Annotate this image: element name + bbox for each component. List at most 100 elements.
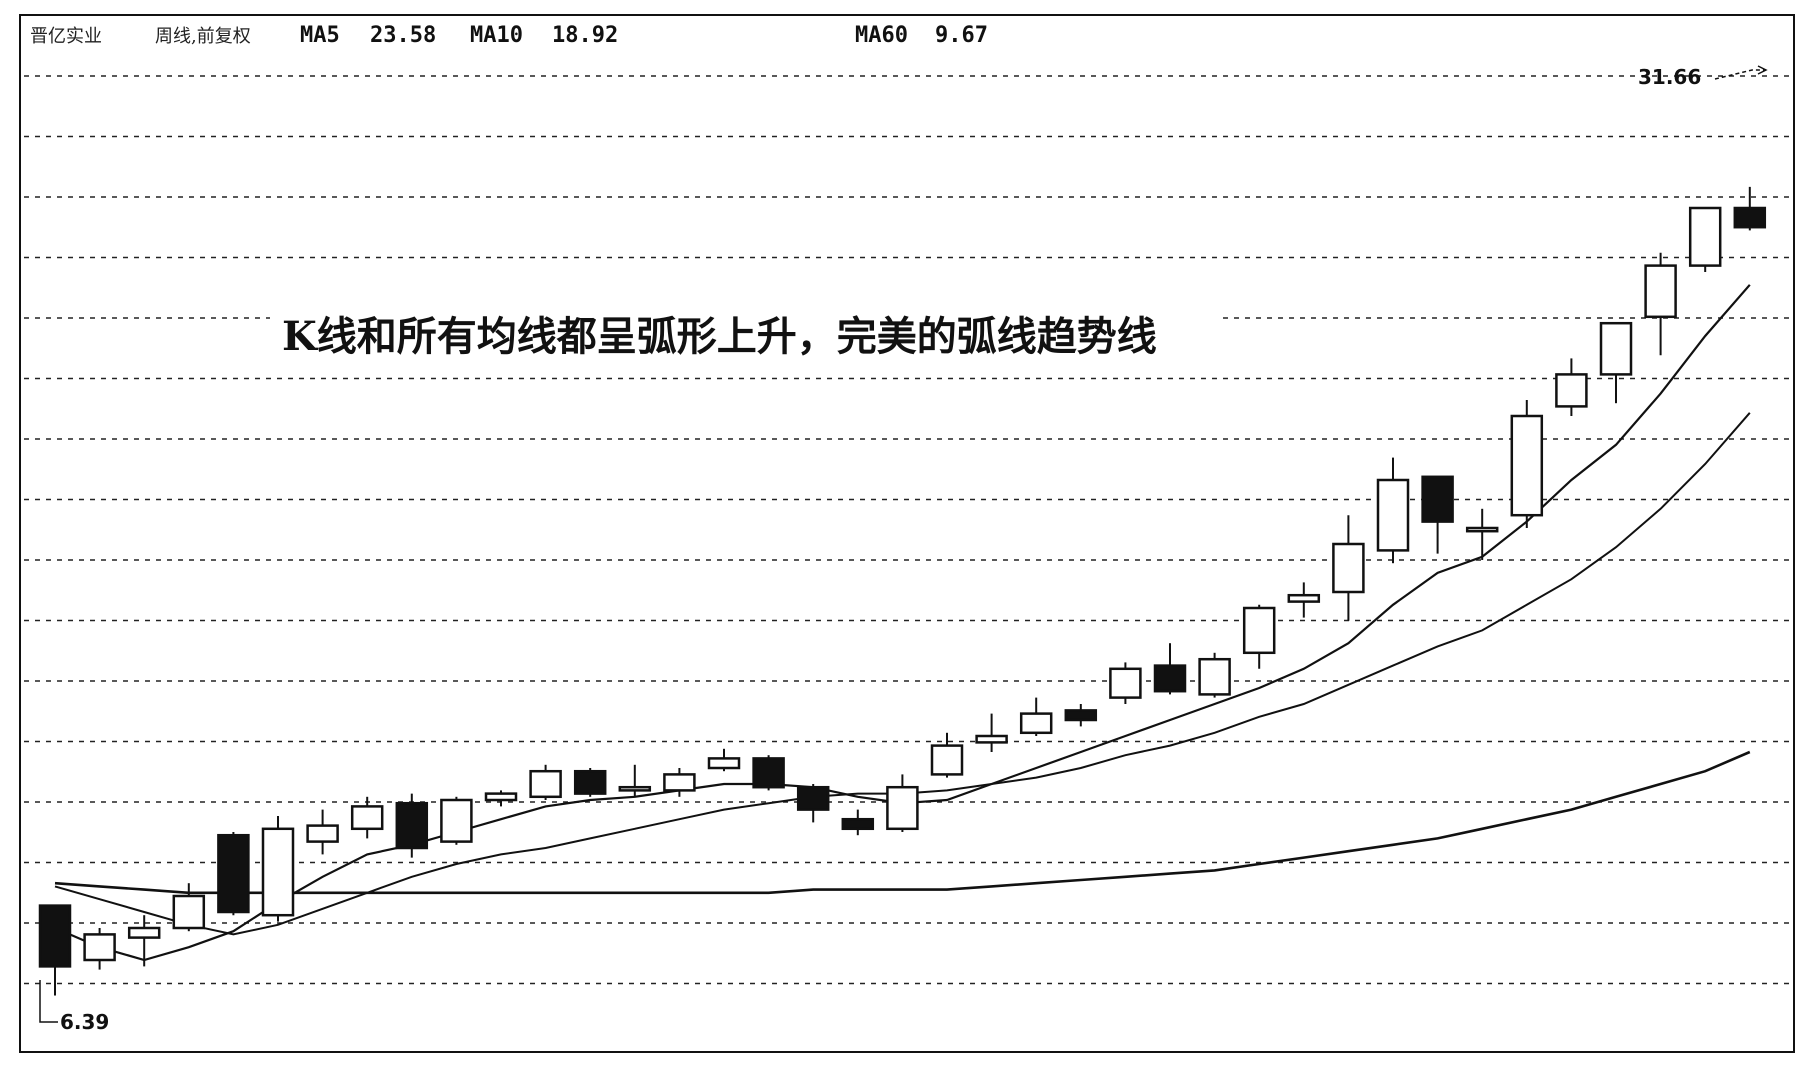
candle-body [261,827,295,917]
candle-body [350,805,384,831]
candle [172,883,206,932]
candle-body [440,798,473,843]
plot-frame [19,14,1795,1053]
candle [975,713,1008,752]
candle [1465,508,1499,560]
low-marker: 6.39 [39,980,109,1034]
candle [1599,321,1633,404]
candle-body [217,833,250,914]
candle [573,768,607,797]
candle-body [618,785,652,792]
candle-body [930,744,964,776]
candle [1421,475,1454,554]
candle [886,774,919,832]
candle [38,904,72,996]
candle [217,832,250,916]
candle-body [752,757,785,789]
candle-body [1019,712,1053,735]
candle [1064,704,1098,727]
candle-body [886,785,919,831]
stock-name: 晋亿实业 [30,26,102,47]
candle [752,755,785,791]
high-pointer [1714,69,1766,80]
candle [1733,186,1767,231]
ma5-value: 23.58 [370,23,436,48]
candle-body [395,801,429,850]
candle-body [975,734,1008,744]
chart-annotation: K线和所有均线都呈弧形上升，完美的弧线趋势线 [282,313,1157,360]
candle [1153,643,1187,695]
candle-body [663,773,696,792]
candle [395,793,429,858]
candle [484,790,518,807]
candle [663,768,696,797]
candle-body [1688,206,1722,267]
candle [440,796,473,845]
candle-body [1332,542,1365,594]
candlesticks [38,186,1767,996]
high-marker: 31.66 [1638,65,1768,89]
candle-body [841,817,875,831]
candle [83,928,116,970]
candle-body [1733,206,1767,229]
annotation-backdrop [270,310,1220,366]
candle [1510,400,1544,528]
candle [1019,697,1053,736]
candle-body [1153,664,1187,693]
candle-body [306,824,339,843]
candle-body [1376,478,1410,552]
candle [1644,252,1677,356]
candle-body [1644,264,1677,319]
candle [1688,206,1722,272]
high-price-label: 31.66 [1638,65,1701,89]
low-pointer [39,980,58,1023]
candle-body [529,769,562,799]
candle-body [1599,321,1633,376]
candle [1376,457,1410,564]
candle-body [484,792,518,802]
candle-body [1421,475,1454,523]
candle [796,784,830,823]
candle-body [1242,606,1276,655]
candle-body [1064,709,1098,722]
candle-body [1198,657,1231,696]
period-label: 周线,前复权 [155,26,251,47]
high-arrowhead [1757,65,1768,75]
candle-body [1287,593,1321,603]
candle [1109,662,1142,704]
ma10-label: MA10 [470,23,523,48]
ma5-label: MA5 [300,23,340,48]
candle [350,796,384,839]
candle [1242,604,1276,669]
candle-body [172,894,206,930]
candle [1287,582,1321,618]
ma60-label: MA60 [855,23,908,48]
candle-body [1510,414,1544,517]
candle [1555,358,1588,416]
candle-body [796,785,830,811]
candle [1198,652,1231,698]
candle-body [127,926,161,939]
ma-line-ma60 [54,750,1751,895]
candle-body [83,933,116,962]
candle [930,732,964,778]
candle [306,809,339,855]
candle-body [1465,526,1499,533]
ma10-value: 18.92 [552,23,618,48]
header-legend: 晋亿实业 周线,前复权 MA5 23.58 MA10 18.92 MA60 9.… [30,23,988,48]
candle [529,764,562,800]
candle [261,816,295,922]
candle [841,809,875,836]
candle [127,915,161,967]
candle-body [1109,667,1142,699]
candle-body [1555,373,1588,408]
ma60-value: 9.67 [935,23,988,48]
candle-body [707,757,741,770]
low-price-label: 6.39 [60,1010,109,1034]
candle [1332,515,1365,621]
candle [707,748,741,772]
candle [618,764,652,797]
candle-body [38,904,72,968]
